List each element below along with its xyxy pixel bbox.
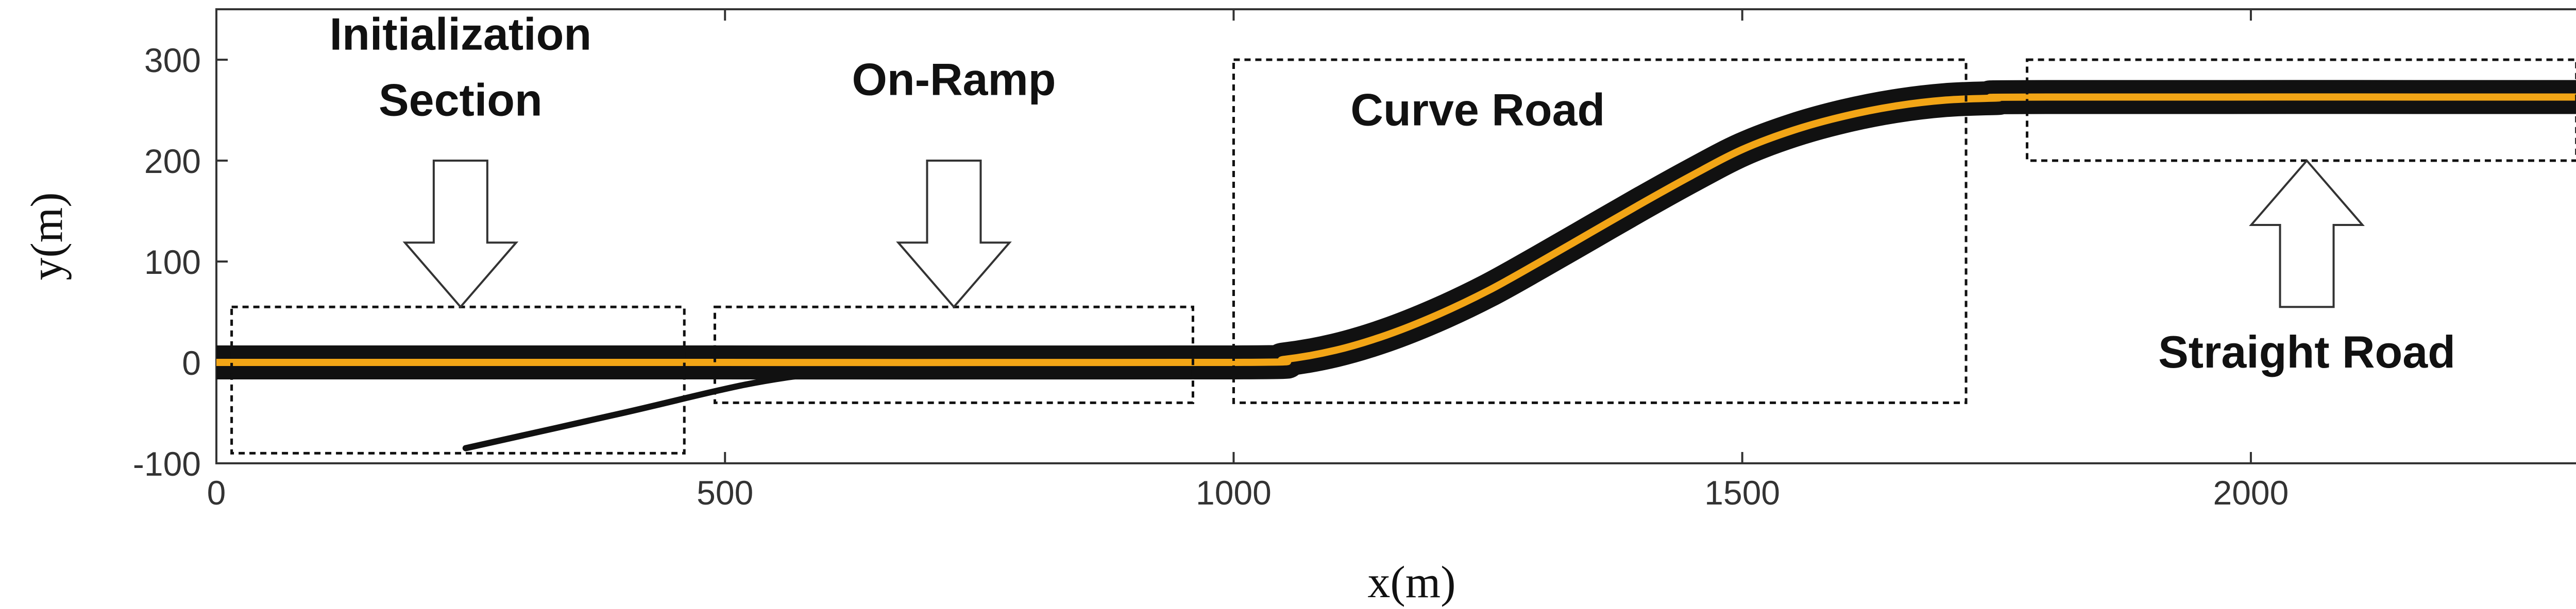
annotation-straight-line: Straight Road <box>2158 326 2455 377</box>
x-tick-label: 500 <box>697 474 753 512</box>
arrow-down-initialization-section-icon <box>402 160 519 309</box>
x-axis-label: x(m) <box>1367 558 1455 607</box>
x-tick-label: 1000 <box>1196 474 1272 512</box>
plot-frame <box>215 8 2576 464</box>
y-tick-label: 0 <box>182 344 201 382</box>
region-box-initialization-section <box>230 305 686 455</box>
y-tick-label: -100 <box>133 445 201 483</box>
arrow-up-straight-road-icon <box>2249 159 2365 308</box>
annotation-onramp-line: On-Ramp <box>852 54 1056 105</box>
main-road-line <box>216 80 2576 380</box>
arrow-down-on-ramp-icon <box>896 160 1012 309</box>
annotation-straight: Straight Road <box>2158 326 2455 377</box>
annotation-onramp: On-Ramp <box>852 54 1056 105</box>
y-tick-label: 100 <box>144 243 201 281</box>
x-tick-label: 0 <box>207 474 226 512</box>
y-tick-label: 300 <box>144 41 201 79</box>
annotation-curve-line: Curve Road <box>1350 84 1605 135</box>
main-road-centerline <box>216 93 2576 367</box>
annotation-curve: Curve Road <box>1350 84 1605 135</box>
y-tick-label: 200 <box>144 142 201 180</box>
region-box-curve-road <box>1232 58 1968 404</box>
y-axis-label: y(m) <box>22 192 72 280</box>
annotation-init: Initialization Section <box>330 8 591 125</box>
x-tick-label: 1500 <box>1704 474 1780 512</box>
on-ramp-line <box>462 367 881 451</box>
region-box-straight-road <box>2026 58 2576 162</box>
x-tick-label: 2000 <box>2213 474 2289 512</box>
annotation-init-line: Initialization <box>330 8 591 59</box>
annotation-init-line: Section <box>379 74 543 125</box>
